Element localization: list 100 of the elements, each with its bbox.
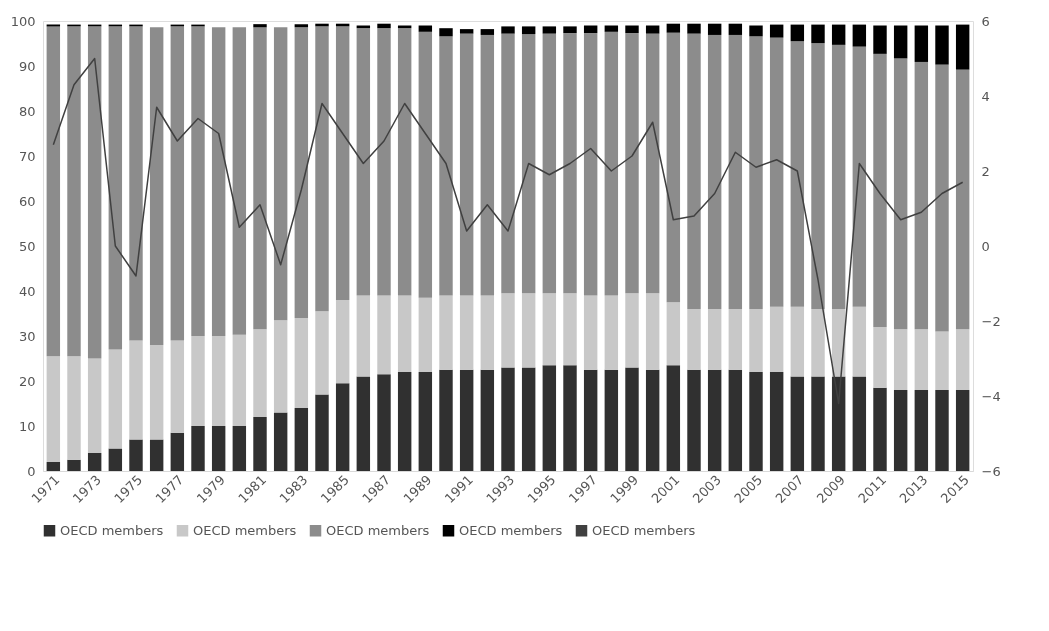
y-tick-label: 40 (18, 283, 36, 299)
bar (625, 293, 639, 368)
bar (315, 311, 329, 395)
bar (873, 387, 887, 471)
bar (521, 26, 536, 35)
legend-label: OECD members (193, 522, 297, 538)
bar (769, 24, 784, 38)
bar (253, 24, 267, 28)
bar (397, 372, 412, 471)
bar (46, 356, 61, 462)
bar (914, 329, 929, 390)
bar (790, 306, 805, 377)
bar (170, 340, 185, 433)
bar (439, 295, 453, 370)
legend-label: OECD members (592, 522, 696, 538)
bar (852, 306, 867, 377)
bar (459, 369, 474, 471)
bar (294, 318, 309, 408)
bar (955, 329, 970, 390)
bar (749, 309, 763, 372)
bar (501, 293, 515, 368)
bar (521, 34, 536, 294)
bar (707, 23, 722, 35)
y-tick-label: 80 (18, 103, 36, 119)
bar (955, 390, 970, 471)
y2-tick-label: −4 (981, 388, 1001, 404)
bar (542, 365, 557, 471)
bar (46, 26, 61, 357)
y-tick-label: 60 (18, 193, 36, 209)
y-tick-label: 0 (27, 463, 36, 479)
bar (129, 26, 143, 341)
bar (149, 439, 164, 471)
bar (831, 44, 846, 309)
bar (87, 358, 102, 453)
bar (790, 41, 805, 307)
bar (873, 53, 887, 327)
bar (749, 372, 763, 471)
bar (707, 309, 722, 370)
bar (46, 462, 61, 471)
bar (811, 309, 825, 377)
bar (583, 369, 598, 471)
bar (645, 33, 660, 294)
bar (356, 28, 371, 296)
y-tick-label: 70 (18, 148, 36, 164)
y2-tick-label: 2 (981, 163, 990, 179)
bar (687, 33, 701, 309)
bar (604, 25, 619, 32)
bar (356, 295, 371, 377)
bar (769, 372, 784, 471)
legend-label: OECD members (459, 522, 563, 538)
bar (67, 356, 81, 460)
bar (604, 31, 619, 296)
bar (418, 297, 433, 372)
bar (87, 26, 102, 359)
bar (191, 426, 205, 471)
bar (335, 383, 350, 471)
bar (852, 46, 867, 307)
bar (170, 432, 185, 471)
bar (563, 365, 577, 471)
bar (604, 369, 619, 471)
y-tick-label: 10 (18, 418, 36, 434)
bar (211, 27, 226, 336)
bar (67, 26, 81, 357)
bar (170, 26, 185, 341)
y2-tick-label: 4 (981, 88, 990, 104)
bar (439, 36, 453, 296)
bar (439, 28, 453, 37)
bar (707, 34, 722, 309)
bar (480, 295, 495, 370)
bar (501, 33, 515, 294)
bar (935, 390, 949, 471)
bar (914, 390, 929, 471)
bar (955, 24, 970, 70)
bar (583, 295, 598, 370)
y-tick-label: 20 (18, 373, 36, 389)
bar (583, 33, 598, 296)
bar (542, 33, 557, 294)
bar (542, 293, 557, 366)
bar (501, 367, 515, 471)
bar (666, 32, 681, 303)
y-tick-label: 100 (10, 13, 36, 29)
bar (191, 336, 205, 426)
bar (521, 293, 536, 368)
bar (893, 390, 908, 471)
bar (893, 25, 908, 59)
bar (397, 28, 412, 296)
bar (728, 309, 743, 370)
bar (232, 27, 247, 335)
bar (377, 28, 391, 296)
bar (232, 334, 247, 426)
bar (563, 293, 577, 366)
bar (666, 302, 681, 366)
bar (191, 26, 205, 336)
bar (335, 26, 350, 300)
bar (914, 61, 929, 330)
bar (273, 320, 288, 413)
y2-tick-label: −2 (981, 313, 1001, 329)
bar (645, 25, 660, 34)
bar (955, 69, 970, 330)
bar (149, 345, 164, 440)
